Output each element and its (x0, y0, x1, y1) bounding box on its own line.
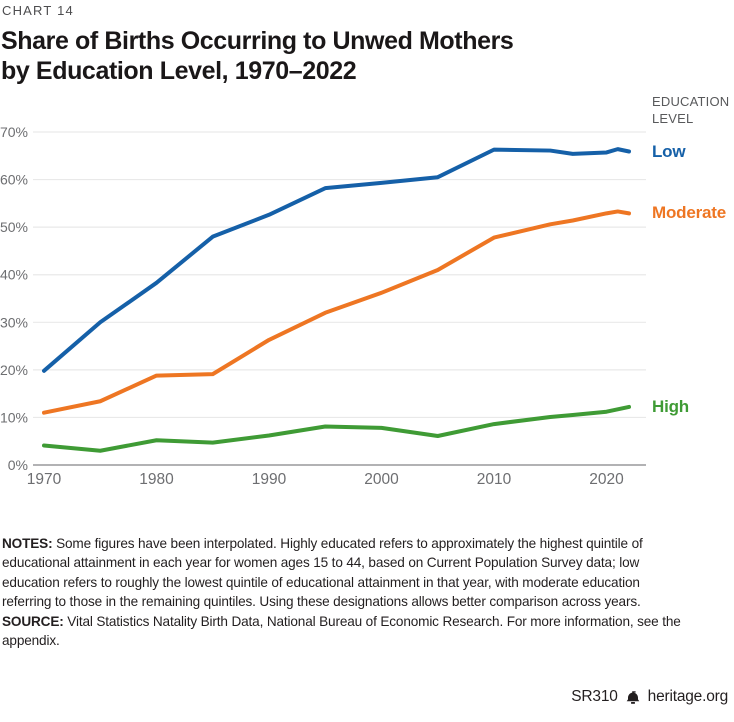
series-line-moderate (42, 209, 631, 415)
chart-title-line2: by Education Level, 1970–2022 (1, 57, 357, 85)
x-tick-label: 1990 (252, 471, 287, 488)
legend-item-low: Low (652, 141, 686, 161)
source-text: Vital Statistics Natality Birth Data, Na… (2, 613, 681, 649)
x-tick-label: 2020 (589, 471, 624, 488)
heritage-logo-icon (626, 690, 639, 704)
x-tick-label: 2010 (477, 471, 512, 488)
series-line-high (42, 404, 631, 453)
site-text: heritage.org (647, 688, 729, 705)
chart-kicker: CHART 14 (2, 3, 74, 18)
legend-title: EDUCATION LEVEL (652, 93, 729, 127)
chart-title-line1: Share of Births Occurring to Unwed Mothe… (1, 27, 514, 55)
y-tick-label: 60% (0, 172, 28, 188)
x-tick-label: 2000 (364, 471, 399, 488)
notes-label: NOTES: (2, 536, 53, 551)
chart-area: 0% 10% 20% 30% 40% 50% 60% 70% 1970 1980 1990 2000 2… (0, 110, 734, 502)
legend-title-line1: EDUCATION (652, 94, 730, 109)
y-tick-label: 40% (0, 267, 28, 283)
notes: NOTES: Some figures have been interpolat… (2, 534, 730, 650)
source-label: SOURCE: (2, 613, 64, 629)
legend-title-line2: LEVEL (652, 111, 694, 126)
y-tick-label: 50% (0, 219, 28, 235)
report-id: SR310 (571, 688, 618, 705)
y-tick-label: 30% (0, 314, 28, 330)
y-tick-label: 70% (0, 124, 28, 140)
y-tick-label: 20% (0, 362, 28, 378)
legend-item-moderate: Moderate (652, 203, 726, 223)
notes-text: Some figures have been interpolated. Hig… (2, 536, 643, 610)
footer: SR310 heritage.org (0, 688, 728, 706)
x-tick-label: 1980 (139, 471, 174, 488)
y-tick-label: 10% (0, 409, 28, 425)
y-tick-label: 0% (8, 457, 28, 473)
legend-item-high: High (652, 396, 689, 416)
chart-title: Share of Births Occurring to Unwed Mothe… (1, 26, 514, 86)
series-line-low (42, 147, 631, 373)
x-tick-label: 1970 (27, 471, 62, 488)
chart-svg: 0% 10% 20% 30% 40% 50% 60% 70% 1970 1980 1990 2000 2… (0, 124, 646, 488)
